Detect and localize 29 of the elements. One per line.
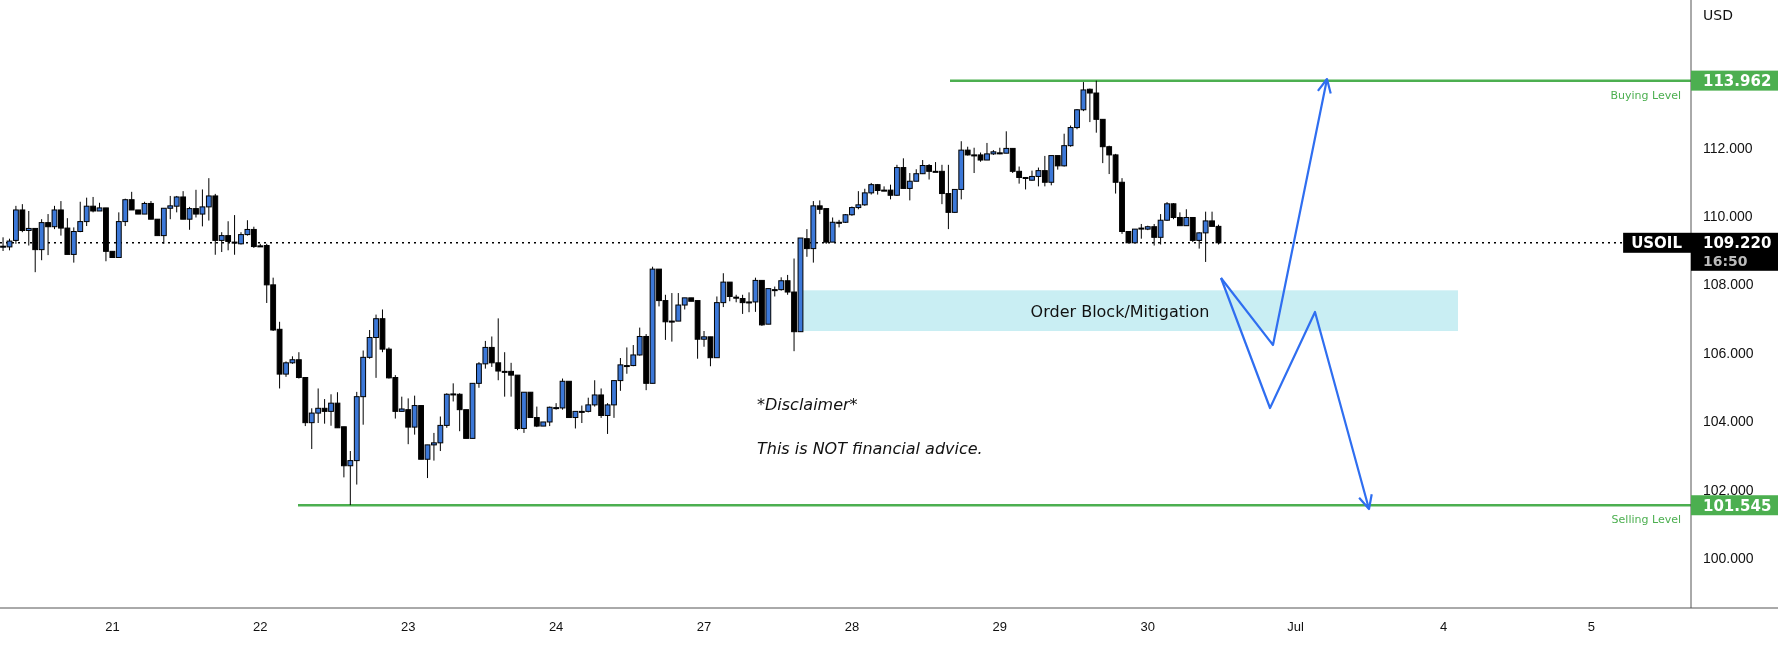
x-tick-label: 22 bbox=[253, 619, 268, 635]
ref-line-label: USOIL bbox=[1631, 234, 1683, 253]
x-tick-label: 27 bbox=[696, 619, 712, 635]
text: 101.545 bbox=[1703, 496, 1772, 515]
band-label: Order Block/Mitigation bbox=[1030, 301, 1210, 321]
text: 113.962 bbox=[1703, 72, 1772, 91]
x-tick-label: 30 bbox=[1140, 619, 1155, 635]
annotation: This is NOT financial advice. bbox=[757, 439, 983, 458]
y-tick-label: 108.000 bbox=[1703, 276, 1754, 293]
ref-line-label: Buying Level bbox=[1610, 88, 1681, 102]
y-tick-label: 104.000 bbox=[1703, 413, 1754, 430]
text: 16:50 bbox=[1703, 252, 1748, 269]
x-tick-label: 21 bbox=[105, 619, 120, 635]
x-tick-label: 24 bbox=[548, 619, 564, 635]
x-tick-label: 29 bbox=[992, 619, 1008, 635]
ref-line-label: Selling Level bbox=[1611, 513, 1681, 527]
y-tick-label: 112.000 bbox=[1703, 139, 1753, 156]
x-tick-label: 28 bbox=[844, 619, 860, 635]
y-tick-label: 106.000 bbox=[1703, 344, 1754, 361]
y-axis-title: USD bbox=[1703, 7, 1733, 23]
x-tick-label: Jul bbox=[1287, 619, 1305, 635]
annotation: *Disclaimer* bbox=[757, 395, 858, 414]
y-tick-label: 100.000 bbox=[1703, 550, 1754, 567]
x-tick-label: 23 bbox=[400, 619, 416, 635]
y-tick-label: 110.000 bbox=[1703, 208, 1753, 225]
text: 109.220 bbox=[1703, 234, 1772, 253]
y-tick-label: 102.000 bbox=[1703, 481, 1754, 498]
x-tick-label: 5 bbox=[1587, 619, 1596, 635]
x-tick-label: 4 bbox=[1439, 619, 1448, 635]
